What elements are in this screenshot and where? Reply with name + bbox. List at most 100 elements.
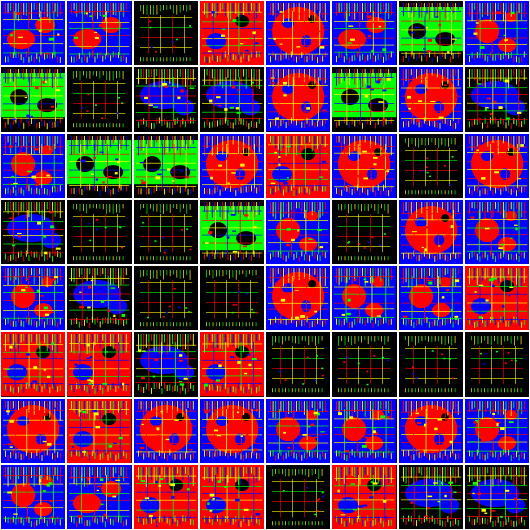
grid-tile	[398, 332, 463, 397]
tile-image	[199, 133, 264, 198]
grid-tile	[266, 464, 331, 529]
tile-image	[133, 1, 198, 66]
tile-image	[199, 67, 264, 132]
grid-tile	[67, 133, 132, 198]
tile-image	[266, 398, 331, 463]
grid-tile	[332, 1, 397, 66]
grid-tile	[133, 67, 198, 132]
grid-tile	[266, 133, 331, 198]
grid-tile	[266, 398, 331, 463]
tile-image	[1, 464, 66, 529]
grid-tile	[199, 133, 264, 198]
grid-tile	[1, 332, 66, 397]
tile-image	[67, 464, 132, 529]
tile-image	[398, 332, 463, 397]
grid-tile	[133, 199, 198, 264]
grid-tile	[1, 266, 66, 331]
tile-image	[133, 133, 198, 198]
tile-image	[398, 1, 463, 66]
tile-image	[1, 1, 66, 66]
tile-image	[67, 266, 132, 331]
grid-tile	[1, 398, 66, 463]
grid-tile	[199, 398, 264, 463]
grid-tile	[1, 133, 66, 198]
tile-image	[464, 1, 529, 66]
grid-tile	[67, 67, 132, 132]
grid-tile	[1, 464, 66, 529]
tile-image	[1, 199, 66, 264]
grid-tile	[266, 1, 331, 66]
grid-tile	[266, 67, 331, 132]
tile-image	[266, 464, 331, 529]
grid-tile	[332, 67, 397, 132]
tile-image	[199, 199, 264, 264]
grid-tile	[398, 464, 463, 529]
grid-tile	[266, 199, 331, 264]
tile-image	[67, 199, 132, 264]
grid-tile	[199, 67, 264, 132]
tile-image	[133, 199, 198, 264]
tile-image	[266, 133, 331, 198]
tile-image	[332, 67, 397, 132]
tile-image	[1, 133, 66, 198]
tile-image	[67, 1, 132, 66]
tile-image	[67, 133, 132, 198]
tile-image	[398, 133, 463, 198]
grid-tile	[133, 266, 198, 331]
grid-tile	[67, 464, 132, 529]
tile-image	[133, 464, 198, 529]
tile-image	[464, 332, 529, 397]
tile-image	[464, 67, 529, 132]
grid-tile	[332, 199, 397, 264]
grid-tile	[398, 67, 463, 132]
tile-image	[398, 266, 463, 331]
grid-tile	[1, 199, 66, 264]
tile-image	[464, 199, 529, 264]
grid-tile	[464, 1, 529, 66]
grid-tile	[133, 1, 198, 66]
tile-image	[332, 199, 397, 264]
grid-tile	[67, 1, 132, 66]
tile-image	[464, 398, 529, 463]
tile-image	[464, 133, 529, 198]
tile-image	[332, 133, 397, 198]
grid-tile	[199, 1, 264, 66]
tile-image	[332, 1, 397, 66]
grid-tile	[133, 332, 198, 397]
grid-tile	[1, 1, 66, 66]
tile-image	[1, 266, 66, 331]
grid-tile	[464, 199, 529, 264]
tile-image	[398, 398, 463, 463]
tile-image	[133, 67, 198, 132]
tile-image	[199, 332, 264, 397]
grid-tile	[464, 332, 529, 397]
tile-image	[332, 266, 397, 331]
tile-image	[266, 1, 331, 66]
tile-image	[67, 67, 132, 132]
grid-tile	[464, 266, 529, 331]
grid-tile	[398, 266, 463, 331]
tile-image	[67, 398, 132, 463]
tile-image	[199, 266, 264, 331]
tile-image	[464, 266, 529, 331]
grid-tile	[332, 266, 397, 331]
tile-image	[199, 464, 264, 529]
tile-image	[266, 67, 331, 132]
tile-image	[133, 398, 198, 463]
grid-tile	[67, 199, 132, 264]
grid-tile	[398, 398, 463, 463]
tile-image	[332, 332, 397, 397]
tile-image	[266, 199, 331, 264]
grid-tile	[67, 266, 132, 331]
grid-tile	[199, 266, 264, 331]
grid-tile	[464, 398, 529, 463]
grid-tile	[332, 464, 397, 529]
grid-tile	[1, 67, 66, 132]
grid-tile	[464, 133, 529, 198]
grid-tile	[332, 332, 397, 397]
grid-tile	[398, 133, 463, 198]
grid-tile	[133, 133, 198, 198]
tile-image	[266, 332, 331, 397]
tile-image	[398, 199, 463, 264]
